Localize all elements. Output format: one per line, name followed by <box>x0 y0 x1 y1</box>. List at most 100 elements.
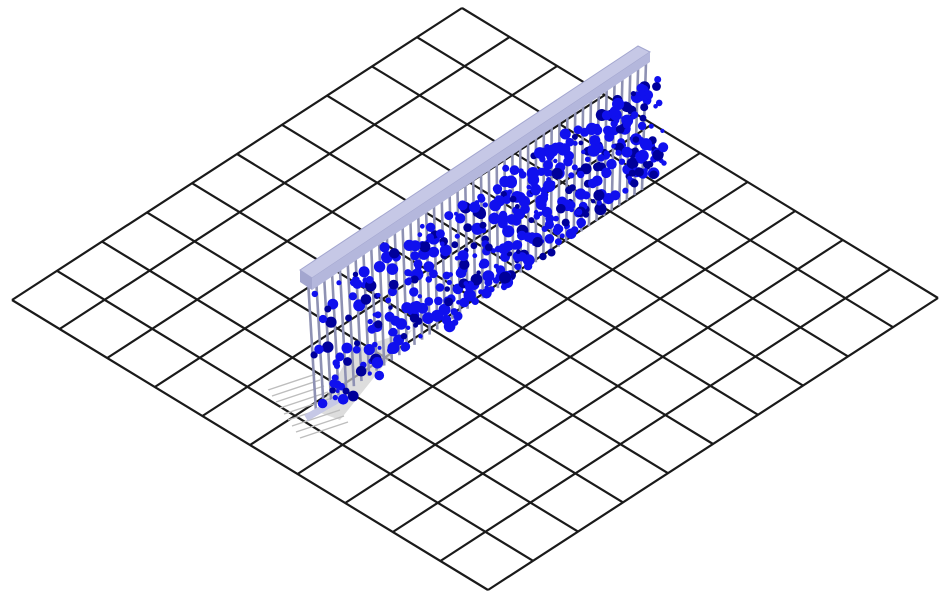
particle <box>626 158 637 169</box>
particle <box>324 305 332 313</box>
grid-line <box>392 239 844 533</box>
particle <box>547 248 556 257</box>
particle <box>557 196 568 207</box>
particle <box>507 189 513 195</box>
particle <box>444 297 454 307</box>
particle <box>533 209 539 215</box>
particle <box>649 170 658 179</box>
particle <box>459 297 470 308</box>
particle <box>581 149 586 155</box>
particle <box>379 242 390 253</box>
rake-tine <box>322 269 333 402</box>
particle <box>322 341 334 353</box>
particle <box>637 121 647 131</box>
particle <box>528 217 535 224</box>
particle <box>526 167 540 180</box>
particle <box>541 225 548 232</box>
particle <box>419 241 431 253</box>
particle <box>580 127 590 137</box>
particle <box>435 283 445 292</box>
particle <box>591 125 597 130</box>
particle <box>640 94 646 100</box>
particle <box>422 312 434 324</box>
particle <box>643 168 648 173</box>
particle <box>627 175 633 181</box>
particle <box>518 171 527 179</box>
particle <box>597 154 605 162</box>
particle <box>310 351 318 359</box>
particle <box>337 382 346 391</box>
particle <box>400 344 409 352</box>
particle <box>546 177 552 182</box>
particle <box>561 129 570 138</box>
particle <box>374 370 385 381</box>
particle <box>544 234 555 244</box>
particle <box>622 187 629 194</box>
particle <box>463 281 469 286</box>
particle <box>569 207 575 213</box>
particle <box>374 320 383 329</box>
particle <box>388 305 393 310</box>
particle <box>587 144 600 157</box>
particle <box>555 224 564 233</box>
particle <box>584 156 591 163</box>
particle <box>376 292 381 298</box>
particle <box>417 294 422 299</box>
particle <box>587 178 598 189</box>
particle <box>526 184 532 190</box>
shadow-streak <box>299 421 349 439</box>
particle <box>318 314 328 324</box>
particle <box>536 149 541 155</box>
particle <box>457 271 464 278</box>
particle <box>500 283 508 291</box>
particle <box>594 203 607 216</box>
particle <box>593 189 605 201</box>
particle <box>385 297 392 304</box>
particle <box>451 241 459 249</box>
rake-rail <box>299 45 651 290</box>
particle <box>566 160 571 165</box>
particle <box>568 172 575 179</box>
particle <box>463 223 473 233</box>
particle <box>654 76 662 83</box>
particle <box>429 269 438 279</box>
particle <box>611 128 616 133</box>
particle <box>373 261 386 273</box>
particle <box>343 357 352 366</box>
particle <box>387 346 395 355</box>
particle <box>489 199 502 212</box>
particle <box>488 212 501 225</box>
rake-tine <box>587 97 593 227</box>
particle <box>509 195 517 203</box>
grid-line <box>439 268 891 562</box>
particle <box>591 199 596 204</box>
particle <box>482 202 488 208</box>
particle <box>423 261 435 272</box>
particle <box>568 184 576 192</box>
particle <box>474 200 480 206</box>
particle <box>457 200 468 211</box>
particle <box>630 91 637 97</box>
particle <box>406 277 412 283</box>
particle <box>491 212 497 218</box>
particle <box>413 322 419 328</box>
particle <box>388 287 397 297</box>
particle <box>499 271 512 284</box>
particle <box>341 342 353 354</box>
particle <box>636 83 646 93</box>
particle <box>425 222 436 232</box>
particle <box>544 219 555 230</box>
particle <box>611 144 616 149</box>
particle <box>331 374 339 382</box>
particle <box>556 203 566 214</box>
particle <box>631 111 639 119</box>
particle <box>578 140 584 146</box>
particle <box>367 371 372 376</box>
particle <box>367 318 373 325</box>
particle <box>410 251 420 261</box>
particle <box>347 390 359 402</box>
particle <box>455 213 466 224</box>
rail-front <box>312 52 650 290</box>
particle <box>502 195 511 204</box>
particle <box>348 292 357 301</box>
